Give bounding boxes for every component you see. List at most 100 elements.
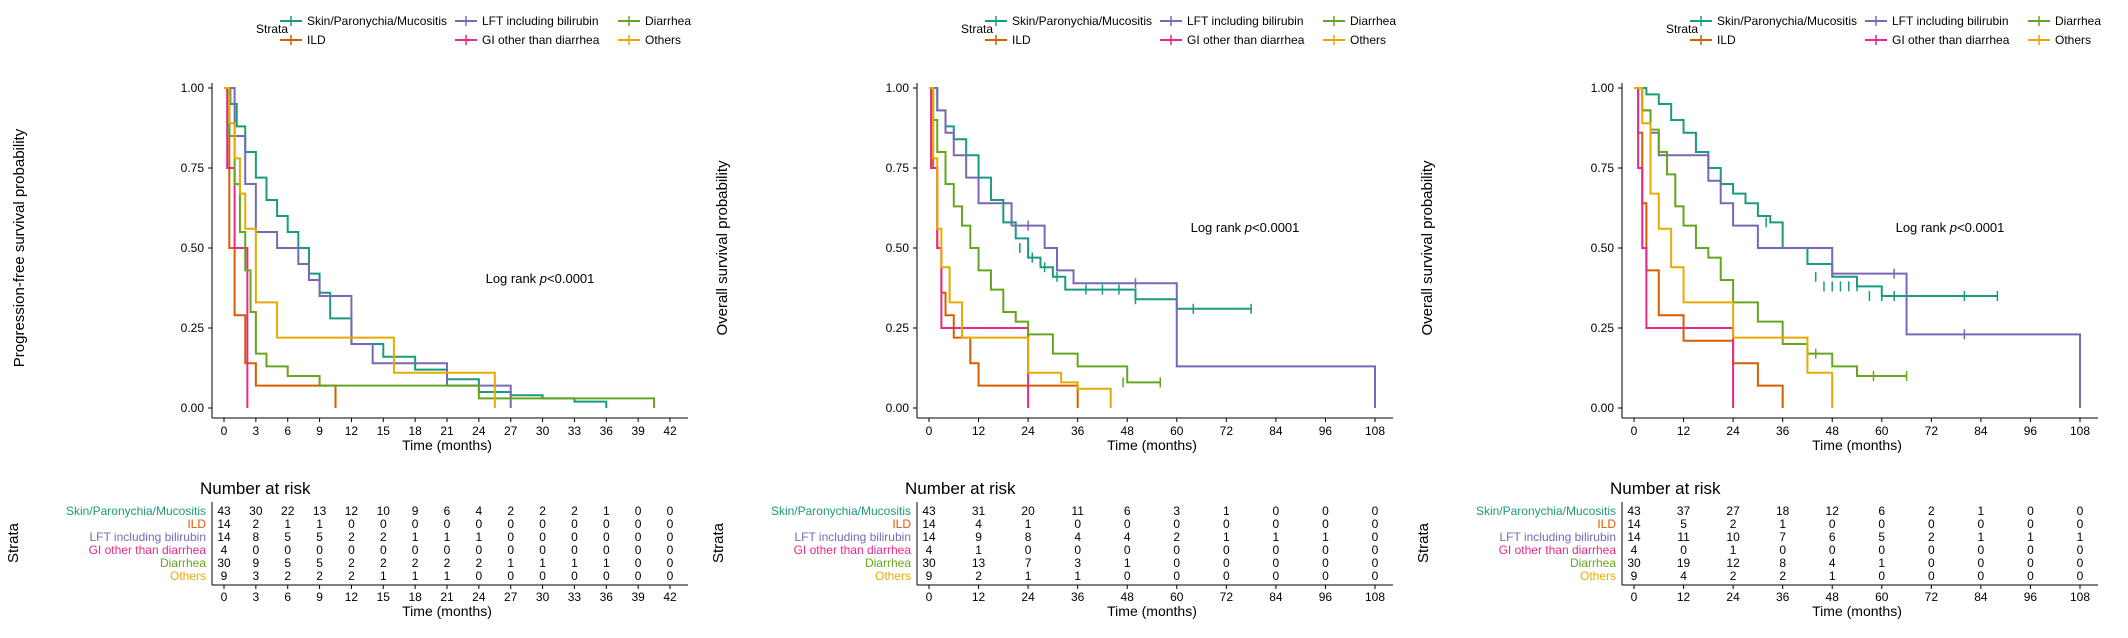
- risk-count: 0: [316, 543, 323, 557]
- risk-count: 1: [1025, 569, 1032, 583]
- risk-count: 0: [476, 517, 483, 531]
- risk-count: 0: [667, 556, 674, 570]
- y-tick-label: 0.25: [1591, 321, 1615, 335]
- risk-table-title: Number at risk: [905, 479, 1016, 498]
- risk-count: 37: [1677, 504, 1691, 518]
- risk-count: 0: [667, 504, 674, 518]
- legend-label-others: Others: [2055, 33, 2091, 47]
- y-axis-title: Overall survival probability: [1419, 160, 1436, 336]
- risk-count: 0: [1322, 543, 1329, 557]
- risk-count: 1: [1273, 530, 1280, 544]
- x-tick-label: 33: [568, 424, 582, 438]
- risk-count: 0: [2027, 504, 2034, 518]
- risk-count: 14: [922, 517, 936, 531]
- risk-count: 0: [571, 569, 578, 583]
- x-tick-label: 21: [440, 424, 454, 438]
- risk-count: 0: [2027, 543, 2034, 557]
- risk-row-label-others: Others: [875, 569, 911, 583]
- x-tick-label: 84: [1269, 424, 1283, 438]
- risk-count: 0: [2077, 556, 2084, 570]
- y-tick-label: 0.25: [181, 321, 205, 335]
- risk-count: 0: [2077, 543, 2084, 557]
- risk-count: 9: [253, 556, 260, 570]
- risk-count: 0: [1978, 569, 1985, 583]
- risk-count: 0: [539, 517, 546, 531]
- risk-y-axis-title: Strata: [1415, 522, 1432, 563]
- risk-count: 0: [1878, 543, 1885, 557]
- risk-count: 1: [380, 569, 387, 583]
- y-tick-label: 1.00: [886, 81, 910, 95]
- risk-x-tick-label: 6: [284, 590, 291, 604]
- risk-x-tick-label: 39: [631, 590, 645, 604]
- risk-count: 1: [412, 569, 419, 583]
- risk-count: 6: [1878, 504, 1885, 518]
- y-tick-label: 0.00: [181, 401, 205, 415]
- legend-label-gi-other-than-diarrhea: GI other than diarrhea: [1892, 33, 2010, 47]
- risk-count: 0: [1372, 569, 1379, 583]
- risk-count: 5: [1680, 517, 1687, 531]
- risk-x-tick-label: 27: [504, 590, 518, 604]
- logrank-annotation: Log rank p<0.0001: [1191, 220, 1300, 235]
- x-tick-label: 27: [504, 424, 518, 438]
- risk-count: 0: [1074, 543, 1081, 557]
- risk-count: 30: [217, 556, 231, 570]
- risk-count: 0: [1779, 543, 1786, 557]
- risk-x-axis-title: Time (months): [1812, 603, 1902, 619]
- risk-count: 0: [1173, 569, 1180, 583]
- risk-count: 13: [313, 504, 327, 518]
- risk-count: 1: [1779, 517, 1786, 531]
- logrank-annotation: Log rank p<0.0001: [1896, 220, 2005, 235]
- logrank-p: p: [539, 271, 547, 286]
- risk-count: 2: [380, 556, 387, 570]
- risk-count: 14: [217, 530, 231, 544]
- risk-x-tick-label: 84: [1974, 590, 1988, 604]
- risk-x-tick-label: 36: [1776, 590, 1790, 604]
- x-tick-label: 108: [2070, 424, 2090, 438]
- risk-count: 4: [1074, 530, 1081, 544]
- x-tick-label: 60: [1170, 424, 1184, 438]
- risk-count: 2: [348, 569, 355, 583]
- risk-count: 0: [1273, 556, 1280, 570]
- risk-count: 0: [1273, 517, 1280, 531]
- risk-row-label-ild: ILD: [1597, 517, 1616, 531]
- x-tick-label: 12: [1677, 424, 1691, 438]
- logrank-p: p: [1244, 220, 1252, 235]
- risk-count: 0: [571, 530, 578, 544]
- risk-count: 0: [1372, 556, 1379, 570]
- risk-count: 2: [1173, 530, 1180, 544]
- risk-count: 0: [348, 517, 355, 531]
- risk-x-tick-label: 108: [1365, 590, 1385, 604]
- risk-count: 30: [922, 556, 936, 570]
- risk-count: 0: [667, 530, 674, 544]
- risk-count: 0: [2027, 569, 2034, 583]
- risk-count: 0: [284, 543, 291, 557]
- y-axis-title: Progression-free survival probability: [11, 128, 28, 367]
- risk-x-tick-label: 0: [926, 590, 933, 604]
- risk-count: 0: [1223, 517, 1230, 531]
- risk-count: 1: [603, 556, 610, 570]
- risk-count: 1: [1223, 530, 1230, 544]
- risk-row-label-ild: ILD: [892, 517, 911, 531]
- risk-row-label-skin-paronychia-mucositis: Skin/Paronychia/Mucositis: [1476, 504, 1616, 518]
- legend-label-gi-other-than-diarrhea: GI other than diarrhea: [1187, 33, 1305, 47]
- risk-count: 0: [1223, 569, 1230, 583]
- km-curve-ild: [1634, 87, 1784, 408]
- risk-count: 1: [1322, 530, 1329, 544]
- x-axis-title: Time (months): [1107, 437, 1197, 453]
- km-curve-gi-other-than-diarrhea: [1634, 87, 1735, 408]
- risk-count: 22: [281, 504, 295, 518]
- risk-count: 1: [284, 517, 291, 531]
- risk-count: 0: [1223, 556, 1230, 570]
- risk-count: 8: [1779, 556, 1786, 570]
- risk-count: 4: [1829, 556, 1836, 570]
- risk-count: 2: [539, 504, 546, 518]
- km-curve-diarrhea: [1634, 87, 1907, 377]
- risk-count: 0: [412, 543, 419, 557]
- y-tick-label: 0.75: [886, 161, 910, 175]
- x-tick-label: 72: [1220, 424, 1234, 438]
- risk-x-tick-label: 36: [1071, 590, 1085, 604]
- risk-count: 0: [507, 569, 514, 583]
- x-axis-title: Time (months): [402, 437, 492, 453]
- risk-count: 2: [380, 530, 387, 544]
- risk-count: 43: [922, 504, 936, 518]
